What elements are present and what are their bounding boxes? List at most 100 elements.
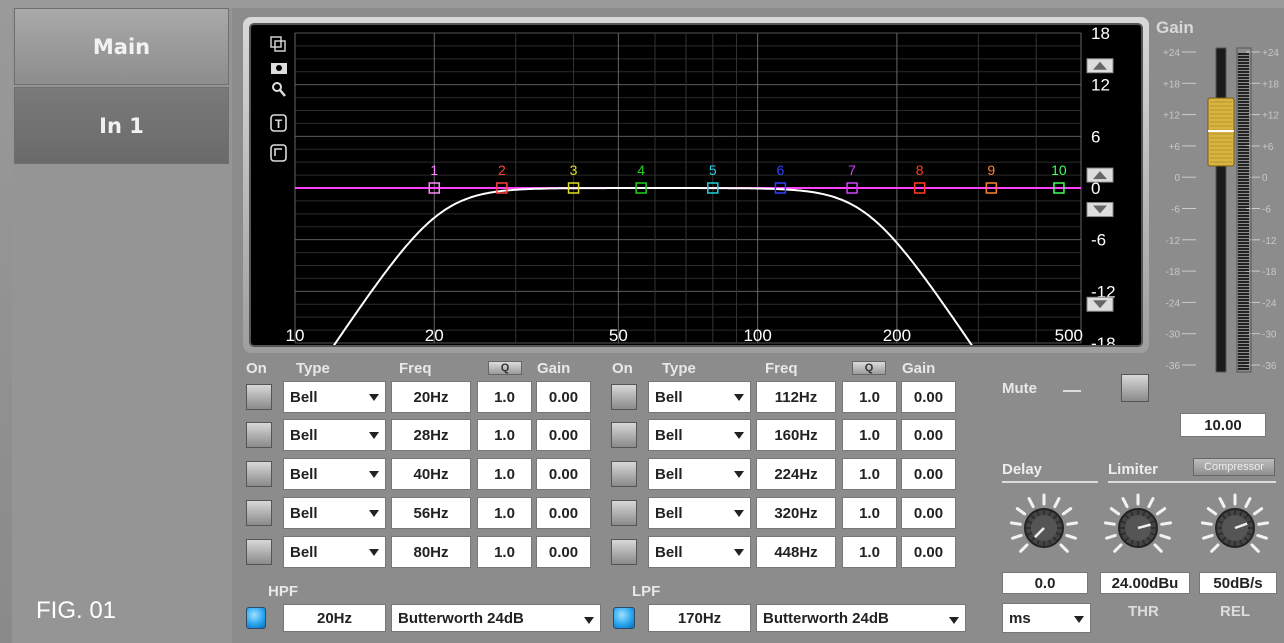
band-gain-field[interactable]: 0.00 xyxy=(536,381,591,413)
band-q-field[interactable]: 1.0 xyxy=(842,458,897,490)
zoom-icon[interactable] xyxy=(272,82,286,97)
delay-unit-select[interactable]: ms xyxy=(1002,603,1091,633)
lpf-type-select[interactable]: Butterworth 24dB xyxy=(756,604,966,632)
gain-up-arrow-button[interactable] xyxy=(1086,167,1114,183)
band-marker[interactable]: 7 xyxy=(846,162,858,194)
band-marker[interactable]: 2 xyxy=(496,162,508,194)
camera-icon[interactable] xyxy=(271,63,287,74)
band-enable-right-1[interactable] xyxy=(611,384,637,410)
gain-down-arrow-button[interactable] xyxy=(1086,296,1114,312)
band-gain-field[interactable]: 0.00 xyxy=(536,458,591,490)
band-enable-right-2[interactable] xyxy=(611,422,637,448)
knob-tick xyxy=(1027,497,1035,509)
band-q-field[interactable]: 1.0 xyxy=(477,536,532,568)
gain-up-arrow-button[interactable] xyxy=(1086,58,1114,74)
delay-knob[interactable] xyxy=(1008,492,1080,564)
band-gain-field[interactable]: 0.00 xyxy=(901,419,956,451)
threshold-value-field[interactable]: 24.00dBu xyxy=(1100,572,1190,594)
x-tick-label: 10 xyxy=(286,326,305,345)
text-icon[interactable]: T xyxy=(270,114,287,132)
band-enable-left-5[interactable] xyxy=(246,539,272,565)
hpf-enable-checkbox[interactable] xyxy=(246,607,266,629)
lpf-freq-field[interactable]: 170Hz xyxy=(648,604,751,632)
hpf-freq-field[interactable]: 20Hz xyxy=(283,604,386,632)
tab-in1[interactable]: In 1 xyxy=(14,87,229,164)
eq-graph[interactable]: 18 12 6 0 -6 -12 -18 10 20 50 100 200 500 1 2 3 4 5 6 7 8 9 10… xyxy=(249,23,1143,448)
band-enable-left-1[interactable] xyxy=(246,384,272,410)
band-q-field[interactable]: 1.0 xyxy=(842,381,897,413)
band-gain-field[interactable]: 0.00 xyxy=(901,381,956,413)
band-enable-left-2[interactable] xyxy=(246,422,272,448)
band-marker[interactable]: 1 xyxy=(428,162,441,194)
band-type-select[interactable]: Bell xyxy=(648,419,751,451)
gain-fader[interactable]: +24 +24 +18 +18 +12 +12 +6 +6 0 0 -6 -6 -12 -12 -18 -18… xyxy=(1150,40,1284,385)
copy-icon[interactable] xyxy=(270,36,286,52)
band-enable-right-4[interactable] xyxy=(611,500,637,526)
tab-main[interactable]: Main xyxy=(14,8,229,85)
band-marker[interactable]: 5 xyxy=(707,162,719,194)
band-type-select[interactable]: Bell xyxy=(283,497,386,529)
fader-handle[interactable] xyxy=(1207,97,1235,167)
band-enable-left-4[interactable] xyxy=(246,500,272,526)
band-marker[interactable]: 9 xyxy=(985,162,998,194)
q-button-left[interactable]: Q xyxy=(488,361,522,375)
delay-value-field[interactable]: 0.0 xyxy=(1002,572,1088,594)
band-freq-field[interactable]: 224Hz xyxy=(756,458,836,490)
band-q-field[interactable]: 1.0 xyxy=(842,497,897,529)
gain-value-field[interactable]: 10.00 xyxy=(1180,413,1266,437)
band-type-select[interactable]: Bell xyxy=(648,497,751,529)
band-freq-field[interactable]: 80Hz xyxy=(391,536,471,568)
q-button-right[interactable]: Q xyxy=(852,361,886,375)
band-freq-field[interactable]: 28Hz xyxy=(391,419,471,451)
band-freq-field[interactable]: 40Hz xyxy=(391,458,471,490)
band-type-select[interactable]: Bell xyxy=(648,536,751,568)
band-freq-field[interactable]: 320Hz xyxy=(756,497,836,529)
band-marker[interactable]: 8 xyxy=(913,162,926,194)
band-type-select[interactable]: Bell xyxy=(648,458,751,490)
threshold-knob[interactable] xyxy=(1102,492,1174,564)
band-freq-field[interactable]: 112Hz xyxy=(756,381,836,413)
band-type-select[interactable]: Bell xyxy=(283,458,386,490)
knob-tick xyxy=(1257,521,1270,526)
band-gain-field[interactable]: 0.00 xyxy=(536,497,591,529)
band-gain-field[interactable]: 0.00 xyxy=(901,458,956,490)
release-value-field[interactable]: 50dB/s xyxy=(1199,572,1277,594)
compressor-button[interactable]: Compressor xyxy=(1193,458,1275,476)
band-marker[interactable]: 6 xyxy=(774,162,787,194)
band-freq-field[interactable]: 448Hz xyxy=(756,536,836,568)
gain-down-arrow-button[interactable] xyxy=(1086,202,1114,218)
band-q-field[interactable]: 1.0 xyxy=(477,497,532,529)
band-type-select[interactable]: Bell xyxy=(648,381,751,413)
band-q-field[interactable]: 1.0 xyxy=(477,458,532,490)
band-gain-field[interactable]: 0.00 xyxy=(536,419,591,451)
release-knob[interactable] xyxy=(1199,492,1271,564)
band-type-select[interactable]: Bell xyxy=(283,381,386,413)
hpf-type-select[interactable]: Butterworth 24dB xyxy=(391,604,601,632)
band-type-select[interactable]: Bell xyxy=(283,419,386,451)
band-freq-field[interactable]: 160Hz xyxy=(756,419,836,451)
band-enable-left-3[interactable] xyxy=(246,461,272,487)
band-type-select[interactable]: Bell xyxy=(283,536,386,568)
band-q-field[interactable]: 1.0 xyxy=(477,419,532,451)
band-freq-field[interactable]: 20Hz xyxy=(391,381,471,413)
band-q-field[interactable]: 1.0 xyxy=(842,419,897,451)
knob-tick xyxy=(1153,543,1163,553)
band-q-field[interactable]: 1.0 xyxy=(842,536,897,568)
band-marker-label: 4 xyxy=(637,162,645,178)
band-gain-field[interactable]: 0.00 xyxy=(536,536,591,568)
band-gain-field[interactable]: 0.00 xyxy=(901,497,956,529)
band-gain-field[interactable]: 0.00 xyxy=(901,536,956,568)
band-marker[interactable]: 3 xyxy=(567,162,580,194)
gain-scale-label-right: +18 xyxy=(1262,79,1279,90)
reset-icon[interactable] xyxy=(270,144,287,162)
band-marker[interactable]: 4 xyxy=(635,162,647,194)
mute-button[interactable] xyxy=(1121,374,1149,402)
band-marker[interactable]: 10 xyxy=(1051,162,1067,194)
band-q-field[interactable]: 1.0 xyxy=(477,381,532,413)
band-enable-right-5[interactable] xyxy=(611,539,637,565)
lpf-enable-checkbox[interactable] xyxy=(613,607,635,629)
band-freq-field[interactable]: 56Hz xyxy=(391,497,471,529)
knob-tick xyxy=(1206,507,1218,516)
band-enable-right-3[interactable] xyxy=(611,461,637,487)
